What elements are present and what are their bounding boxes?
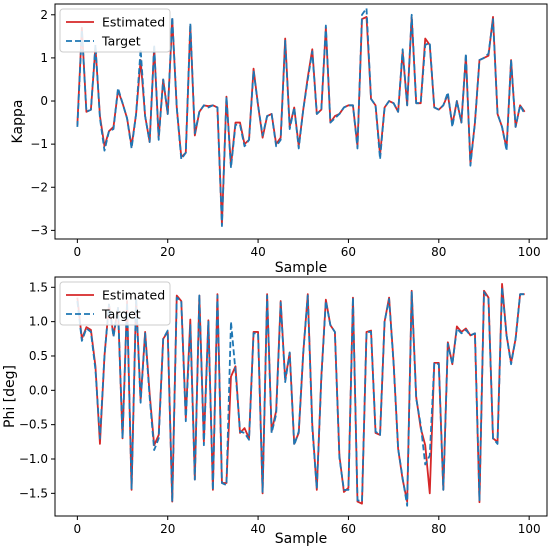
chart-1: 0 20 40 60 80 100 −3 −2 −1 0 1 2 Sample Kappa Estimate…	[10, 3, 548, 276]
y-tick-label: 1	[40, 51, 48, 65]
y-axis-label: Kappa	[10, 100, 26, 144]
x-tick-label: 60	[341, 245, 356, 259]
y-tick-label: −0.5	[19, 418, 48, 432]
x-tick-label: 20	[160, 522, 175, 536]
y-tick-label: 2	[40, 8, 48, 22]
x-tick-label: 100	[518, 245, 541, 259]
x-tick-label: 0	[74, 522, 82, 536]
legend-label: Target	[101, 34, 141, 49]
legend-label: Estimated	[102, 288, 165, 303]
plot-frame	[54, 276, 548, 517]
y-tick-label: 1.5	[29, 280, 48, 294]
x-tick-label: 40	[250, 522, 265, 536]
series-line-target	[76, 286, 525, 507]
x-tick-label: 0	[74, 245, 82, 259]
x-tick-label: 20	[160, 245, 175, 259]
legend: Estimated Target	[59, 8, 171, 53]
y-tick-label: 0.0	[29, 383, 48, 397]
x-tick-label: 80	[431, 522, 446, 536]
legend-label: Estimated	[102, 15, 165, 30]
x-tick-label: 60	[341, 522, 356, 536]
y-tick-label: −1	[30, 137, 48, 151]
y-tick-label: −2	[30, 180, 48, 194]
y-tick-label: 0	[40, 94, 48, 108]
chart-2: 0 20 40 60 80 100 −1.5 −1.0 −0.5 0.0 0.5 1.0 1.5 Samp…	[2, 276, 548, 547]
x-axis-label: Sample	[275, 260, 328, 276]
y-tick-label: −1.5	[19, 486, 48, 500]
y-tick-label: 0.5	[29, 349, 48, 363]
x-tick-label: 100	[518, 522, 541, 536]
x-tick-label: 80	[431, 245, 446, 259]
y-tick-label: 1.0	[29, 315, 48, 329]
y-tick-label: −1.0	[19, 452, 48, 466]
y-tick-label: −3	[30, 223, 48, 237]
series-line-target	[76, 7, 526, 227]
x-axis-label: Sample	[275, 531, 328, 547]
legend-label: Target	[101, 307, 141, 322]
legend: Estimated Target	[59, 281, 171, 326]
y-axis-label: Phi [deg]	[2, 365, 18, 428]
x-tick-label: 40	[250, 245, 265, 259]
plot-frame	[54, 3, 548, 240]
